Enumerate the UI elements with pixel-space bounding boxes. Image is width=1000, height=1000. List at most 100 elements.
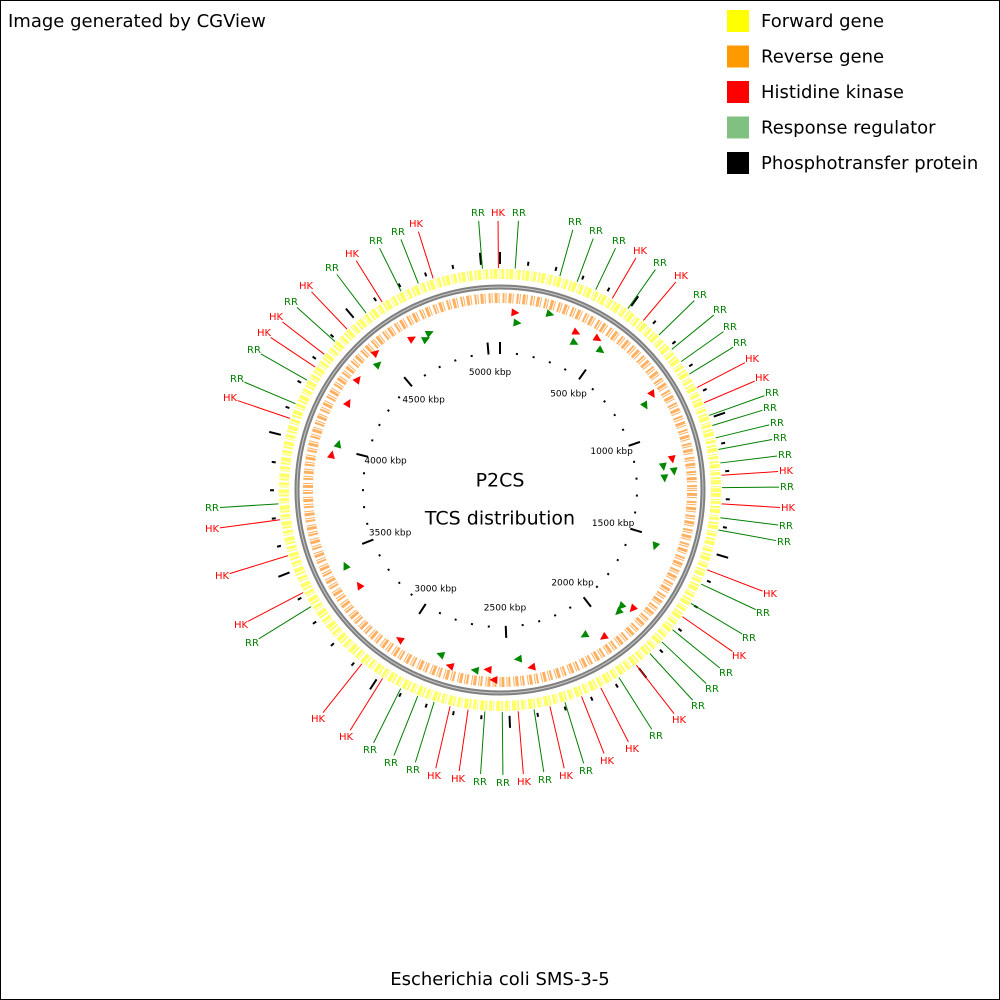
outer-tick	[398, 692, 402, 698]
legend-label: Histidine kinase	[761, 82, 904, 103]
inner-tick	[595, 585, 599, 589]
inner-tick	[606, 572, 610, 576]
callout-line	[219, 503, 279, 509]
callout-line	[311, 291, 348, 330]
callout-label: RR	[391, 227, 405, 238]
callout-label: RR	[777, 537, 791, 548]
callout-line	[690, 602, 743, 635]
callout-line	[260, 353, 308, 381]
inner-tick	[454, 618, 457, 621]
inner-tick	[387, 568, 390, 572]
scale-label: 4000 kbp	[364, 457, 407, 467]
feature-marker	[352, 376, 361, 385]
callout-line	[435, 706, 451, 769]
callout-label: RR	[780, 482, 794, 493]
inner-tick	[563, 368, 567, 371]
outer-tick	[312, 355, 317, 360]
callout-line	[706, 569, 763, 592]
callout-line	[244, 381, 296, 405]
outer-tick	[297, 379, 302, 384]
callout-line	[718, 529, 777, 542]
callout-line	[661, 641, 707, 684]
inner-tick	[548, 361, 552, 364]
inner-tick	[613, 413, 617, 417]
callout-label: RR	[589, 226, 603, 237]
callout-line	[672, 629, 721, 669]
reverse-genes	[303, 293, 697, 687]
inner-tick	[486, 342, 490, 355]
callout-line	[247, 592, 304, 622]
outer-tick	[369, 678, 378, 690]
callout-label: RR	[325, 263, 339, 274]
scale-label: 1500 kbp	[592, 519, 635, 529]
legend-label: Response regulator	[761, 118, 936, 139]
scale-label: 1000 kbp	[590, 447, 633, 457]
feature-marker	[545, 309, 555, 317]
callout-label: RR	[742, 633, 756, 644]
callout-line	[400, 239, 419, 284]
feature-marker	[436, 652, 446, 660]
callout-line	[373, 688, 402, 744]
callout-line	[417, 231, 434, 279]
outer-tick	[451, 264, 455, 270]
feature-marker	[396, 636, 405, 645]
callout-label: RR	[406, 765, 420, 776]
feature-marker	[513, 318, 522, 327]
inner-tick	[553, 614, 557, 617]
callout-label: RR	[719, 668, 733, 679]
inner-tick	[418, 603, 427, 615]
outer-tick	[677, 627, 683, 632]
callout-label: HK	[755, 373, 770, 384]
callout-label: HK	[339, 732, 354, 743]
scale-label: 5000 kbp	[469, 368, 512, 378]
inner-tick	[628, 440, 641, 447]
scale-label: 2000 kbp	[551, 579, 594, 589]
callout-line	[478, 220, 483, 269]
callout-label: HK	[451, 774, 466, 785]
callout-label: RR	[284, 297, 298, 308]
scale-label: 500 kbp	[550, 389, 587, 399]
callout-label: HK	[491, 208, 506, 219]
callout-line	[229, 555, 289, 575]
feature-marker	[421, 337, 430, 345]
outer-tick	[329, 333, 335, 338]
feature-marker	[356, 581, 365, 591]
callout-line	[680, 331, 724, 363]
legend-swatch	[727, 152, 749, 174]
callout-line	[721, 486, 780, 489]
outer-tick	[720, 441, 726, 445]
forward-genes	[279, 269, 721, 711]
callout-line	[282, 321, 325, 355]
outer-tick	[285, 405, 290, 410]
inner-tick	[504, 625, 508, 638]
inner-tick	[582, 596, 592, 608]
inner-tick	[410, 593, 413, 597]
feature-marker	[424, 330, 434, 339]
inner-tick	[621, 428, 625, 432]
callout-line	[559, 229, 574, 277]
feature-marker	[370, 349, 380, 359]
callout-label: RR	[756, 608, 770, 619]
callout-label: HK	[345, 249, 360, 260]
callout-label: HK	[223, 393, 238, 404]
callout-line	[336, 274, 367, 314]
inner-tick	[397, 395, 401, 399]
inner-tick	[438, 611, 442, 615]
callout-label: HK	[205, 524, 220, 535]
inner-tick	[568, 606, 572, 610]
outer-tick	[397, 283, 402, 288]
feature-marker	[629, 603, 638, 613]
outer-tick	[722, 526, 728, 529]
inner-tick	[356, 452, 369, 458]
callout-label: RR	[778, 450, 792, 461]
feature-marker	[571, 327, 581, 335]
callout-label: RR	[691, 701, 705, 712]
outer-tick	[606, 287, 611, 292]
callout-line	[689, 346, 734, 375]
scale-label: 2500 kbp	[484, 603, 527, 613]
callout-line	[379, 247, 402, 292]
callout-line	[721, 471, 779, 476]
callout-line	[720, 517, 779, 526]
